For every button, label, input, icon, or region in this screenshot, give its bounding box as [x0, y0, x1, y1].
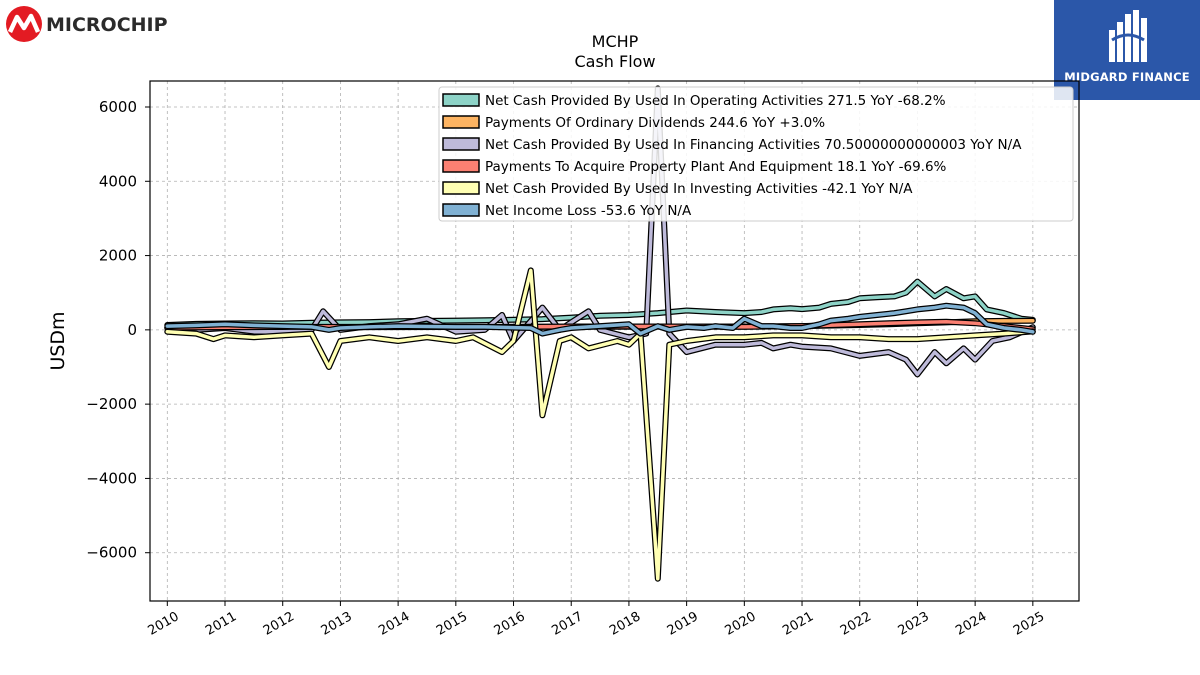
- legend-entry: Payments To Acquire Property Plant And E…: [485, 159, 947, 175]
- x-tick-label: 2010: [145, 609, 181, 639]
- series-6: [164, 302, 1036, 337]
- plot-area-frame: [149, 80, 1080, 602]
- series-5: [164, 267, 1036, 582]
- y-tick-label: 6000: [99, 98, 137, 116]
- legend-swatch: [442, 115, 480, 129]
- x-tick-label: 2020: [722, 609, 758, 639]
- x-tick-label: 2017: [549, 609, 585, 639]
- legend-entry: Payments Of Ordinary Dividends 244.6 YoY…: [485, 115, 825, 131]
- legend-entry: Net Cash Provided By Used In Financing A…: [485, 137, 1022, 153]
- chart-subtitle: Cash Flow: [574, 52, 655, 71]
- series-lines: [164, 85, 1036, 582]
- y-axis-label: USDm: [47, 311, 69, 370]
- legend-entry: Net Cash Provided By Used In Operating A…: [485, 93, 946, 109]
- x-tick-label: 2015: [434, 609, 470, 639]
- x-tick-label: 2023: [896, 609, 932, 639]
- microchip-logo-mark-icon: [6, 6, 42, 42]
- chart-title: MCHP: [592, 32, 639, 51]
- x-tick-label: 2021: [780, 609, 816, 639]
- series-line: [165, 279, 1035, 327]
- midgard-logo-text: MIDGARD FINANCE: [1064, 70, 1190, 84]
- series-1: [164, 278, 1036, 328]
- x-tick-label: 2016: [492, 609, 528, 639]
- y-tick-label: −4000: [86, 469, 137, 487]
- x-tick-label: 2018: [607, 609, 643, 639]
- microchip-logo: MICROCHIP: [4, 4, 184, 44]
- x-tick-label: 2014: [376, 609, 412, 639]
- legend-swatch: [442, 137, 480, 151]
- legend-swatch: [442, 159, 480, 173]
- legend-swatch: [442, 181, 480, 195]
- x-tick-label: 2011: [203, 609, 239, 639]
- midgard-logo-mark-icon: [1109, 10, 1147, 62]
- legend-swatch: [442, 93, 480, 107]
- legend-box: [438, 86, 1074, 222]
- x-tick-label: 2024: [953, 609, 989, 639]
- x-tick-label: 2019: [665, 609, 701, 639]
- midgard-finance-logo: MIDGARD FINANCE: [1054, 0, 1200, 100]
- y-tick-label: −2000: [86, 395, 137, 413]
- legend-swatch: [442, 203, 480, 217]
- series-line: [165, 303, 1035, 336]
- y-tick-label: 2000: [99, 247, 137, 265]
- microchip-logo-text: MICROCHIP: [46, 14, 168, 36]
- series-line: [165, 268, 1035, 581]
- x-tick-label: 2025: [1011, 609, 1047, 639]
- x-tick-label: 2022: [838, 609, 874, 639]
- x-tick-label: 2012: [261, 609, 297, 639]
- y-tick-label: 0: [127, 321, 137, 339]
- x-tick-label: 2013: [319, 609, 355, 639]
- legend: Net Cash Provided By Used In Operating A…: [438, 86, 1074, 222]
- y-tick-label: −6000: [86, 544, 137, 562]
- legend-entry: Net Cash Provided By Used In Investing A…: [485, 181, 913, 197]
- series-line-outline: [164, 278, 1036, 328]
- legend-entry: Net Income Loss -53.6 YoY N/A: [485, 203, 692, 219]
- y-tick-label: 4000: [99, 172, 137, 190]
